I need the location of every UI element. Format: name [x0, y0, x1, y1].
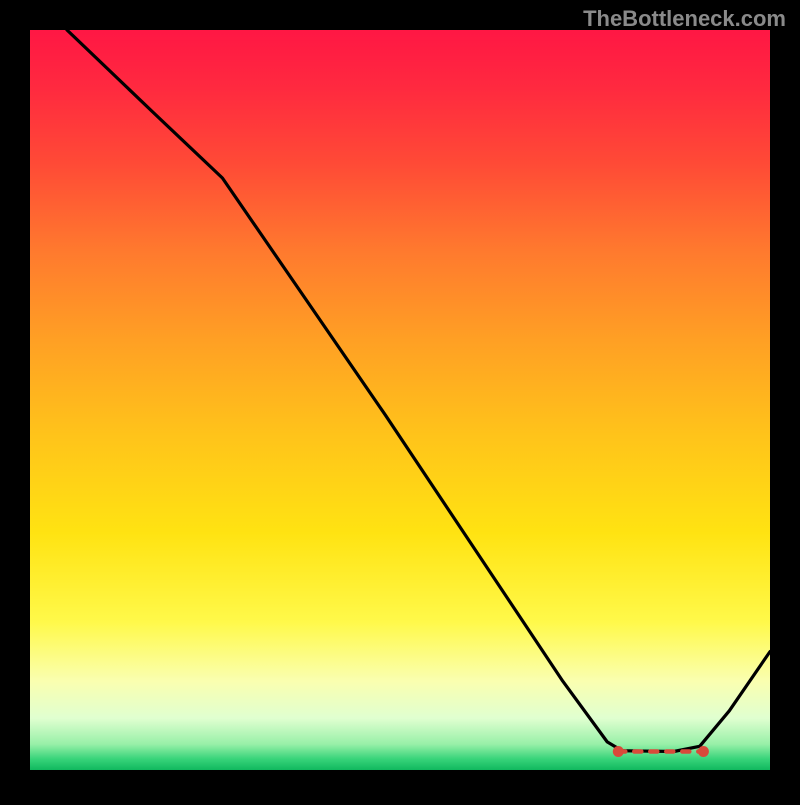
recommended-range-start-dot	[613, 746, 624, 757]
gradient-plot-area	[30, 30, 770, 770]
chart-container: TheBottleneck.com	[0, 0, 800, 800]
bottleneck-chart	[0, 0, 800, 800]
recommended-range-end-dot	[698, 746, 709, 757]
watermark-text: TheBottleneck.com	[583, 6, 786, 32]
